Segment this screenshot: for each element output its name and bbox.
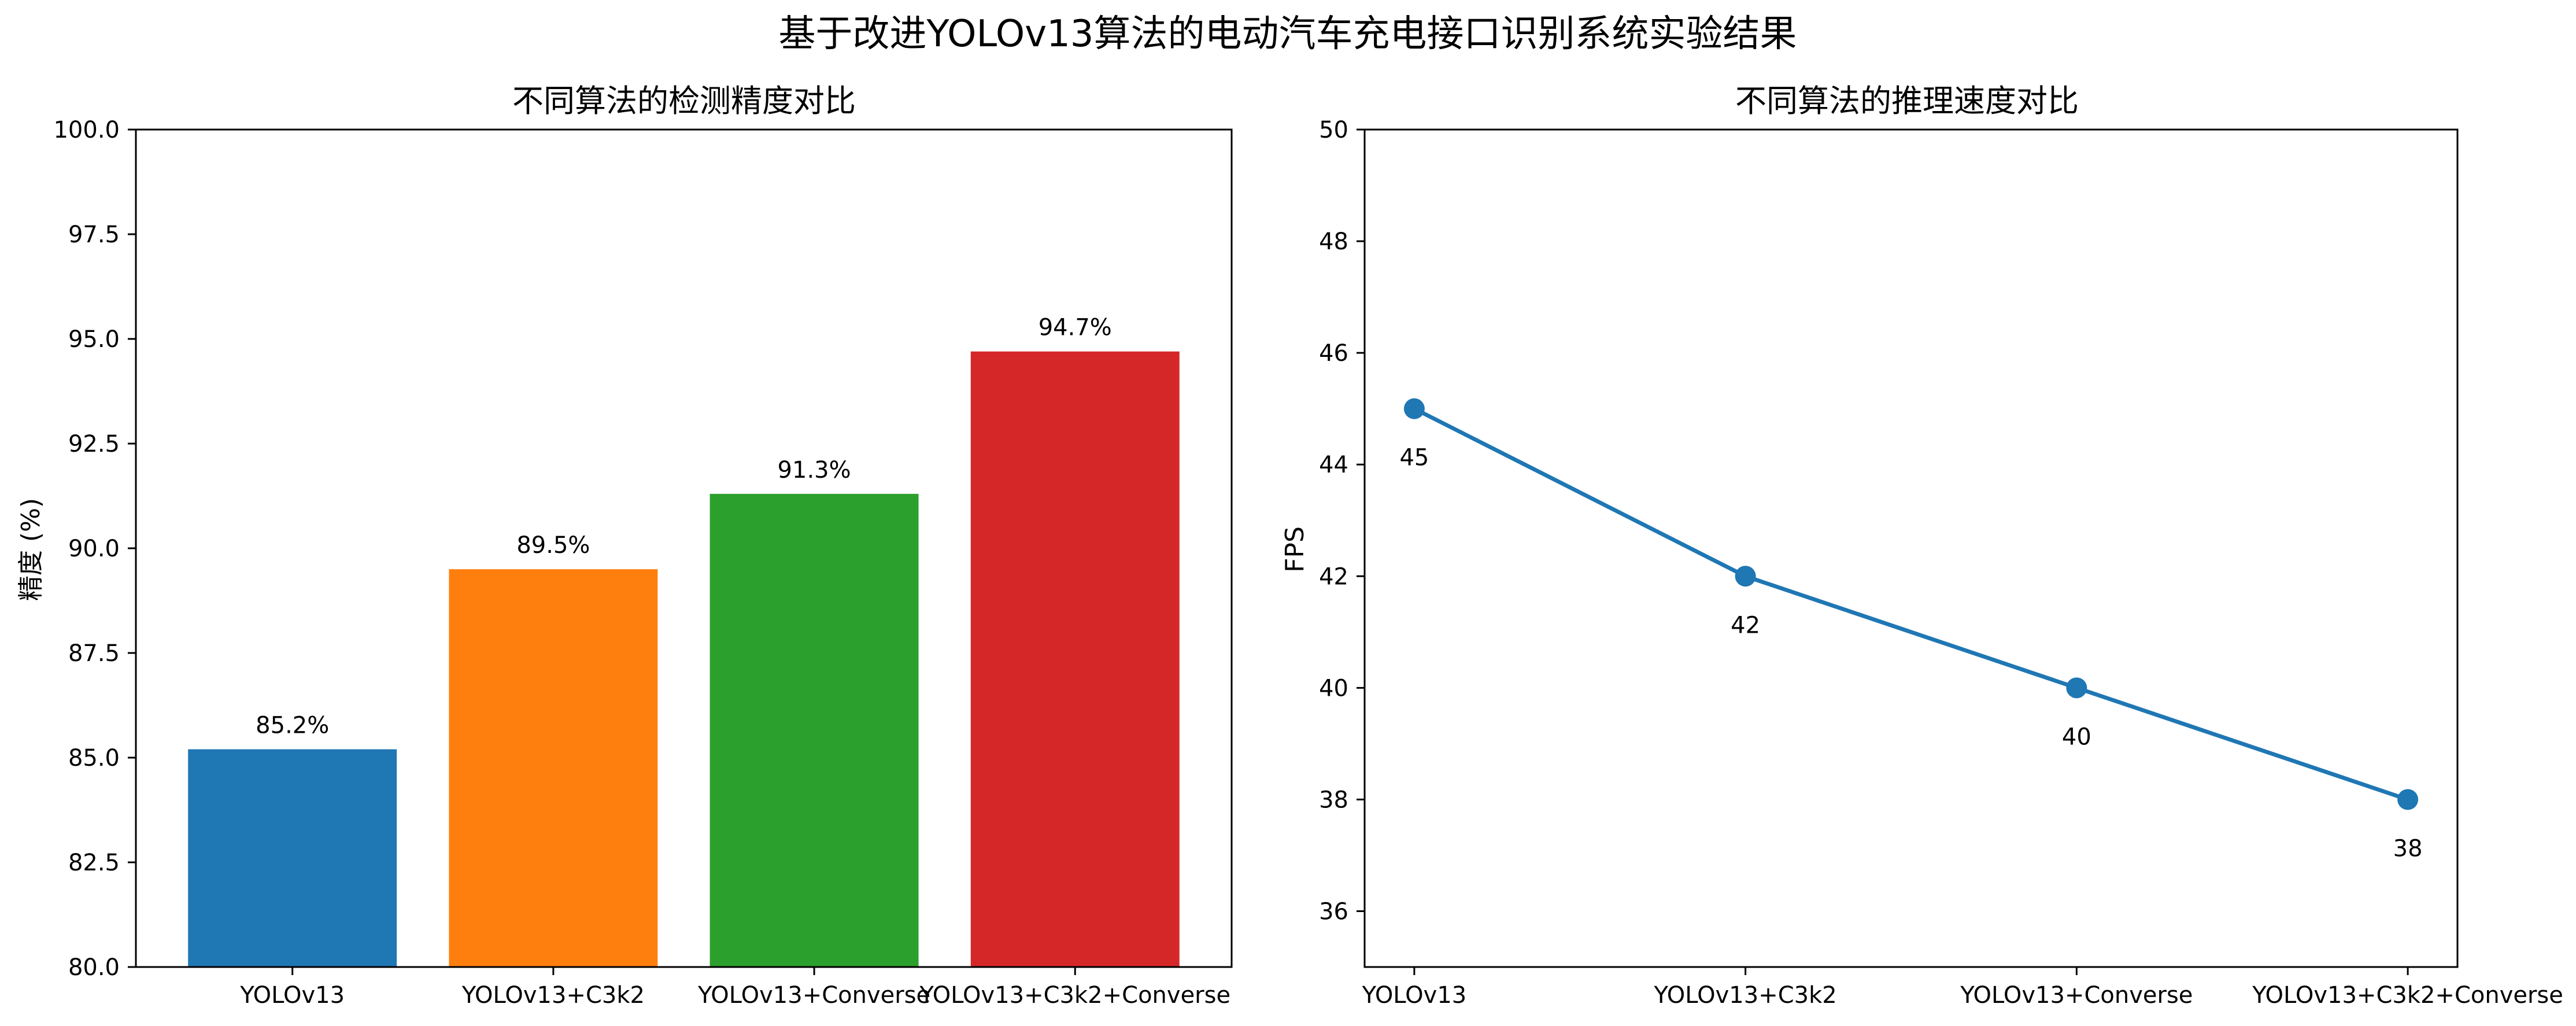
bar-y-tick-label: 82.5 — [68, 850, 120, 876]
fps-series-line — [1413, 407, 2409, 802]
bar-y-tick-label: 85.0 — [68, 745, 120, 772]
line-y-tick-label: 42 — [1319, 563, 1348, 590]
bar-y-tick-label: 100.0 — [53, 117, 120, 143]
line-x-ticks: YOLOv13 YOLOv13+C3k2 YOLOv13+Converse YOLOv… — [1362, 967, 2563, 1009]
line-x-tick-label: YOLOv13+C3k2+Converse — [2252, 982, 2563, 1009]
fps-value-label: 40 — [2062, 724, 2091, 750]
line-y-tick-label: 38 — [1319, 787, 1348, 813]
bar-marks: 85.2% 89.5% 91.3% 94.7% — [188, 315, 1180, 967]
bar-value-label: 89.5% — [516, 532, 590, 559]
figure-title: 基于改进YOLOv13算法的电动汽车充电接口识别系统实验结果 — [778, 13, 1797, 56]
bar-value-label: 94.7% — [1038, 315, 1112, 341]
bar-chart-title: 不同算法的检测精度对比 — [512, 83, 856, 119]
bar-y-ticks: 80.0 82.5 85.0 87.5 90.0 92.5 95.0 97.5 100.0 — [53, 117, 136, 981]
fps-point — [1403, 398, 1425, 419]
line-marks: 45 42 40 38 — [1399, 398, 2423, 862]
line-x-tick-label: YOLOv13 — [1362, 982, 1467, 1009]
line-y-ticks: 36 38 40 42 44 46 48 50 — [1319, 117, 1365, 925]
line-y-tick-label: 40 — [1319, 675, 1348, 702]
bar-x-ticks: YOLOv13 YOLOv13+C3k2 YOLOv13+ConverseYOLOv… — [239, 967, 1230, 1009]
line-y-tick-label: 46 — [1319, 340, 1348, 367]
bar — [970, 351, 1180, 967]
line-chart-title: 不同算法的推理速度对比 — [1735, 83, 2079, 119]
line-plot-frame — [1363, 128, 2459, 968]
bar — [449, 569, 658, 967]
bar-y-tick-label: 90.0 — [68, 536, 120, 562]
line-y-tick-label: 50 — [1319, 117, 1348, 143]
fps-point — [2066, 677, 2087, 699]
line-x-tick-label: YOLOv13+Converse — [1960, 982, 2193, 1009]
line-chart-ylabel: FPS — [1280, 526, 1310, 573]
bar-x-tick-label: YOLOv13 — [239, 982, 345, 1009]
bar-y-tick-label: 80.0 — [68, 954, 120, 981]
line-x-tick-label: YOLOv13+C3k2 — [1654, 982, 1837, 1009]
line-y-tick-label: 44 — [1319, 452, 1348, 478]
bar-plot-frame — [135, 128, 1233, 968]
fps-value-label: 42 — [1731, 612, 1760, 639]
line-y-tick-label: 36 — [1319, 898, 1348, 925]
bar-value-label: 85.2% — [256, 713, 329, 739]
bar — [188, 749, 397, 967]
fps-value-label: 38 — [2393, 835, 2423, 862]
fps-line-chart: 不同算法的推理速度对比 FPS 45 42 40 38 36 38 40 42 44 46 48 5… — [1280, 83, 2563, 1009]
accuracy-bar-chart: 不同算法的检测精度对比 精度 (%) 85.2%89.5%91.3%94.7% … — [16, 83, 1233, 1009]
bar-y-tick-label: 95.0 — [68, 326, 120, 353]
bar — [709, 493, 919, 967]
bar-value-label: 91.3% — [778, 457, 851, 484]
bar-x-tick-label: YOLOv13+C3k2+Converse — [919, 982, 1230, 1009]
bar-chart-ylabel: 精度 (%) — [16, 498, 46, 601]
fps-value-label: 45 — [1399, 445, 1429, 471]
bar-y-tick-label: 97.5 — [68, 222, 120, 248]
bar-y-tick-label: 87.5 — [68, 640, 120, 667]
bar-y-tick-label: 92.5 — [68, 431, 120, 457]
bar-x-tick-label: YOLOv13+C3k2 — [461, 982, 645, 1009]
bar-x-tick-label: YOLOv13+Converse — [697, 982, 930, 1009]
line-y-tick-label: 48 — [1319, 228, 1348, 255]
fps-point — [2397, 789, 2419, 810]
fps-point — [1735, 566, 1756, 587]
